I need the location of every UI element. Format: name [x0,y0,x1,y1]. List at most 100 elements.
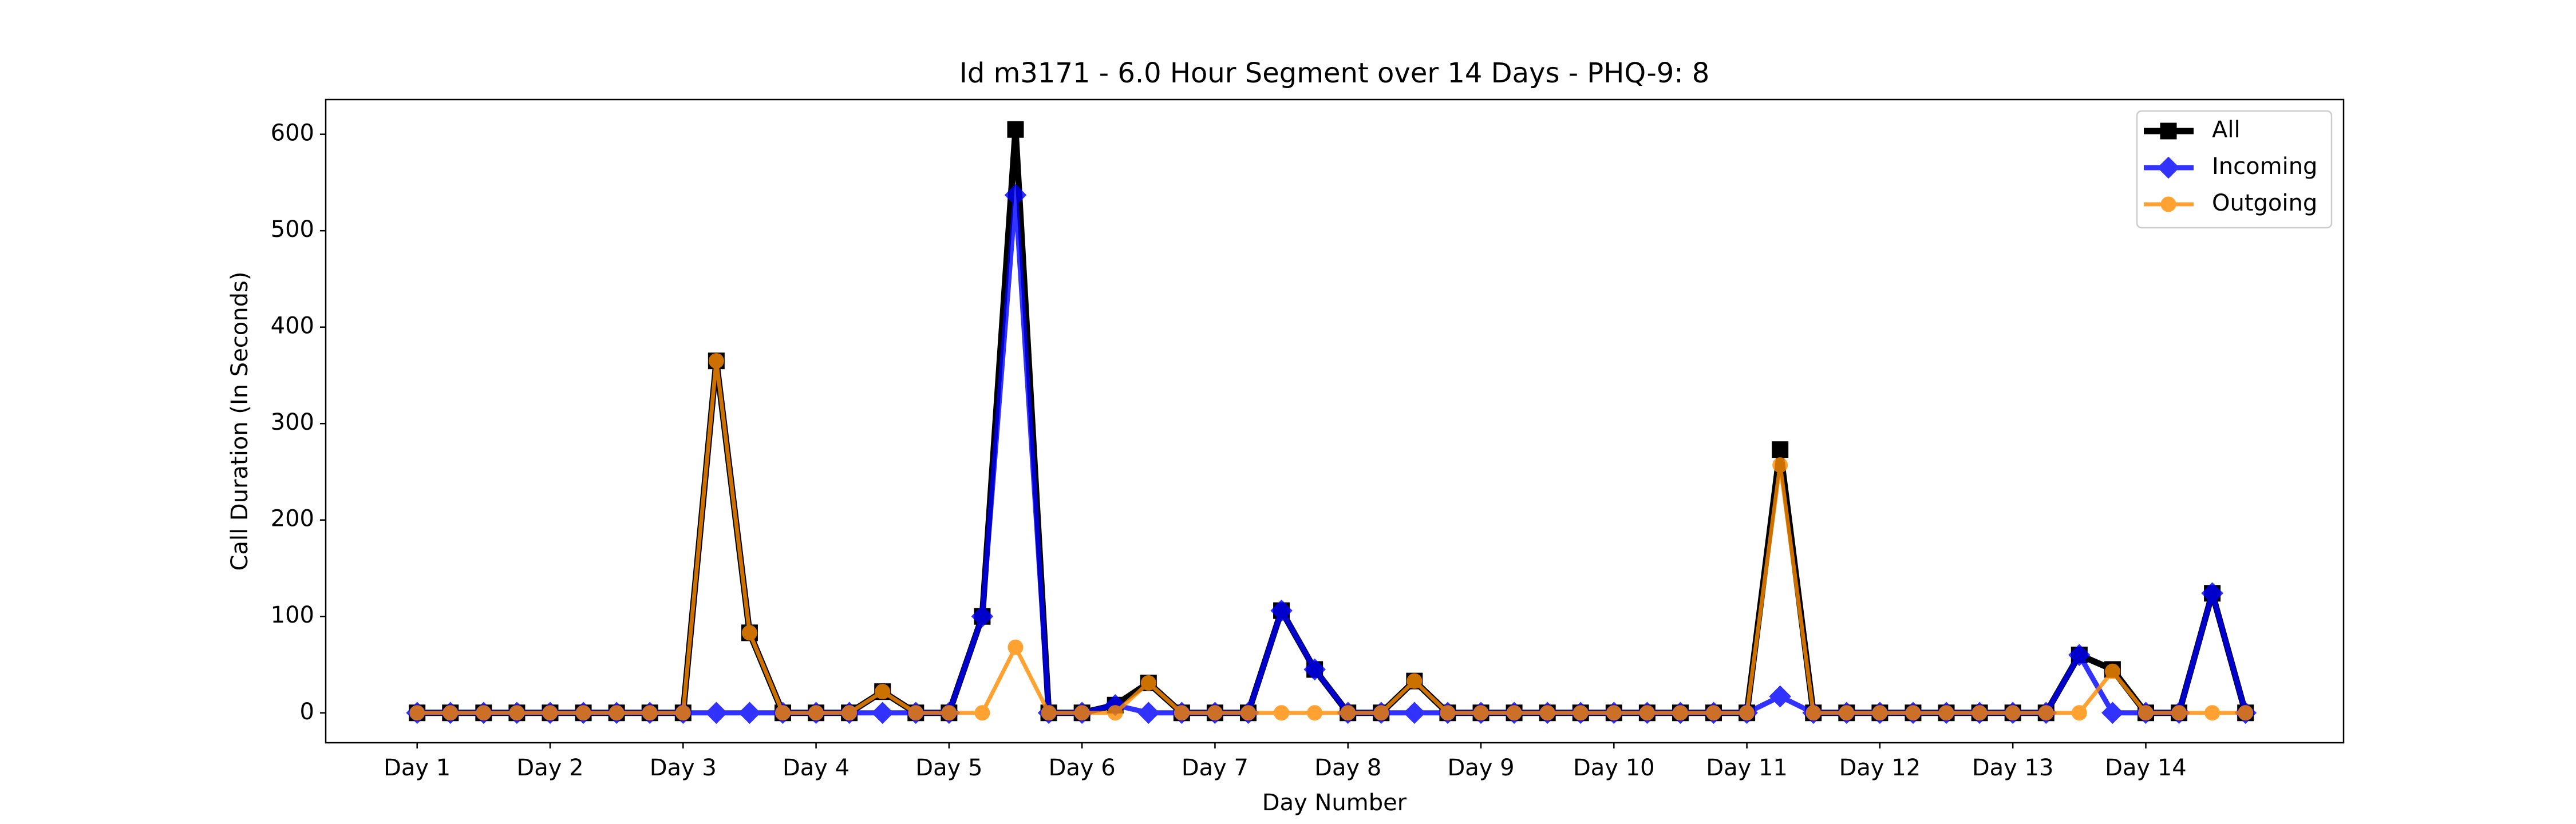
marker [875,684,891,700]
marker [1041,705,1057,721]
marker [1174,705,1190,721]
marker [642,705,658,721]
marker [1074,705,1090,721]
marker [738,702,761,724]
y-tick-label: 600 [271,120,314,146]
marker [1240,705,1257,721]
x-axis-label: Day Number [1262,790,1407,816]
legend-label: Outgoing [2212,190,2317,216]
marker [675,705,691,721]
marker [1140,675,1156,691]
marker [2104,663,2120,679]
x-tick-label: Day 5 [915,755,982,781]
marker [1307,705,1323,721]
marker [1403,702,1426,724]
series [409,353,2254,721]
marker [871,702,894,724]
y-tick-label: 400 [271,313,314,339]
marker [1839,705,1855,721]
x-tick-label: Day 8 [1314,755,1381,781]
marker [741,625,757,641]
chart-title: Id m3171 - 6.0 Hour Segment over 14 Days… [959,57,1710,89]
marker [442,705,459,721]
marker [2005,705,2021,721]
marker [2071,705,2087,721]
legend-box [2136,110,2333,229]
x-tick-label: Day 3 [650,755,717,781]
marker [1706,705,1722,721]
marker [1373,705,1389,721]
marker [1739,705,1755,721]
marker [575,705,591,721]
marker [1805,705,1822,721]
marker [1007,121,1024,138]
x-tick-label: Day 14 [2105,755,2187,781]
marker [1938,705,1954,721]
x-tick-label: Day 2 [516,755,583,781]
marker [941,705,957,721]
marker [2068,644,2091,666]
y-tick-label: 0 [300,699,314,725]
legend-entry [2144,156,2194,179]
y-tick-label: 500 [271,216,314,243]
marker [775,705,791,721]
y-tick-label: 300 [271,409,314,435]
y-axis-label: Call Duration (In Seconds) [227,272,253,571]
marker [1672,705,1688,721]
marker [2038,705,2054,721]
marker [1971,705,1988,721]
marker [708,353,724,369]
x-tick-label: Day 13 [1972,755,2054,781]
legend-entry [2144,196,2194,212]
x-tick-label: Day 11 [1706,755,1788,781]
x-tick-label: Day 9 [1447,755,1514,781]
marker [1008,639,1024,655]
marker [1340,705,1356,721]
marker [1606,705,1622,721]
marker [2101,702,2124,724]
marker [1539,705,1555,721]
marker [2160,122,2177,140]
y-tick-label: 100 [271,602,314,628]
legend-label: Incoming [2212,153,2317,180]
marker [1137,702,1160,724]
marker [1270,599,1293,622]
marker [2171,705,2187,721]
marker [841,705,858,721]
marker [542,705,558,721]
marker [1905,705,1921,721]
marker [808,705,824,721]
marker [974,705,990,721]
marker [1473,705,1489,721]
marker [1573,705,1589,721]
marker [2204,705,2221,721]
marker [1303,658,1326,681]
x-tick-label: Day 10 [1573,755,1655,781]
marker [1107,705,1123,721]
marker [1004,184,1027,207]
marker [1506,705,1522,721]
marker [1772,441,1789,458]
legend-entry [2144,122,2194,140]
x-tick-label: Day 1 [384,755,451,781]
x-tick-label: Day 7 [1182,755,1249,781]
marker [409,705,425,721]
marker [1769,685,1791,708]
marker [476,705,492,721]
marker [2238,705,2254,721]
marker [1639,705,1655,721]
marker [1406,673,1423,689]
legend-label: All [2212,117,2241,143]
marker [908,705,924,721]
marker [971,605,994,628]
marker [2157,156,2180,179]
marker [1274,705,1290,721]
x-tick-label: Day 6 [1049,755,1116,781]
y-tick-label: 200 [271,506,314,532]
marker [1772,457,1788,473]
marker [509,705,525,721]
marker [2201,582,2223,605]
marker [705,702,728,724]
marker [1872,705,1888,721]
